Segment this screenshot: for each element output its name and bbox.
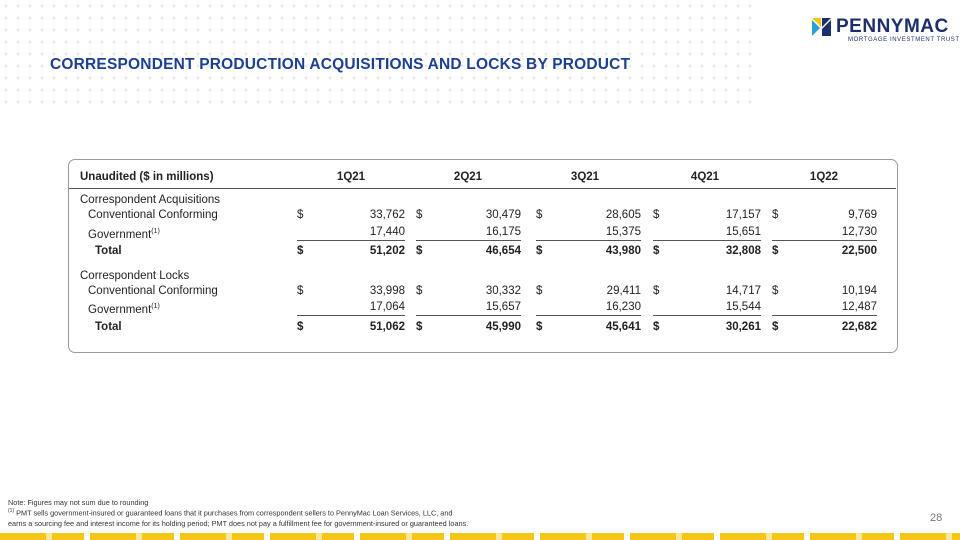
total-value: 43,980 [605, 245, 641, 257]
footer-band [0, 533, 960, 540]
slide-title: CORRESPONDENT PRODUCTION ACQUISITIONS AN… [50, 56, 631, 73]
cell-value: 33,762 [369, 209, 405, 221]
underline [536, 315, 641, 316]
currency-sign: $ [416, 245, 423, 257]
currency-sign: $ [297, 209, 304, 221]
currency-sign: $ [653, 285, 660, 297]
cell-value: 17,064 [369, 301, 405, 313]
currency-sign: $ [653, 245, 660, 257]
footnote-line: earns a sourcing fee and interest income… [8, 519, 469, 528]
note-marker: (1) [151, 303, 160, 310]
total-value: 22,500 [841, 245, 877, 257]
cell-value: 17,440 [369, 226, 405, 238]
underline [416, 240, 521, 241]
total-value: 32,808 [725, 245, 761, 257]
table-frame [68, 159, 898, 353]
currency-sign: $ [772, 245, 779, 257]
total-value: 45,641 [605, 321, 641, 333]
logo-icon [812, 18, 831, 36]
cell-value: 14,717 [725, 285, 761, 297]
cell-value: 15,544 [725, 301, 761, 313]
section-title: Correspondent Acquisitions [80, 194, 220, 206]
logo-name: PENNYMAC [836, 16, 949, 37]
currency-sign: $ [416, 285, 423, 297]
currency-sign: $ [297, 285, 304, 297]
cell-value: 30,332 [485, 285, 521, 297]
row-label: Conventional Conforming [88, 285, 218, 297]
cell-value: 10,194 [841, 285, 877, 297]
underline [536, 240, 641, 241]
cell-value: 16,230 [605, 301, 641, 313]
column-header: Unaudited ($ in millions) [80, 171, 214, 183]
footnote-line: (1) PMT sells government-insured or guar… [8, 508, 452, 517]
footnote-text: PMT sells government-insured or guarante… [16, 508, 453, 518]
currency-sign: $ [416, 209, 423, 221]
total-value: 22,682 [841, 321, 877, 333]
row-label: Government(1) [88, 303, 160, 316]
currency-sign: $ [653, 209, 660, 221]
column-header: 4Q21 [690, 171, 720, 183]
currency-sign: $ [297, 321, 304, 333]
total-label: Total [95, 245, 122, 257]
total-value: 45,990 [485, 321, 521, 333]
cell-value: 15,375 [605, 226, 641, 238]
currency-sign: $ [772, 321, 779, 333]
cell-value: 33,998 [369, 285, 405, 297]
row-label: Government(1) [88, 228, 160, 241]
cell-value: 28,605 [605, 209, 641, 221]
section-title: Correspondent Locks [80, 270, 190, 282]
currency-sign: $ [416, 321, 423, 333]
underline [297, 315, 405, 316]
underline [297, 240, 405, 241]
row-label: Conventional Conforming [88, 209, 218, 221]
column-header: 2Q21 [453, 171, 483, 183]
cell-value: 29,411 [606, 285, 641, 297]
total-label: Total [95, 321, 122, 333]
cell-value: 17,157 [725, 209, 761, 221]
underline [69, 188, 896, 189]
column-header: 1Q21 [336, 171, 366, 183]
underline [772, 240, 877, 241]
currency-sign: $ [536, 245, 543, 257]
underline [416, 315, 521, 316]
cell-value: 15,651 [725, 226, 761, 238]
column-header: 3Q21 [570, 171, 600, 183]
total-value: 51,202 [369, 245, 405, 257]
cell-value: 15,657 [485, 301, 521, 313]
currency-sign: $ [536, 209, 543, 221]
cell-value: 30,479 [485, 209, 521, 221]
column-header: 1Q22 [809, 171, 839, 183]
currency-sign: $ [536, 285, 543, 297]
logo-tagline: MORTGAGE INVESTMENT TRUST [848, 37, 960, 43]
currency-sign: $ [297, 245, 304, 257]
footnote-note: Note: Figures may not sum due to roundin… [8, 498, 149, 507]
dot-pattern [0, 0, 760, 110]
underline [653, 240, 761, 241]
cell-value: 16,175 [485, 226, 521, 238]
currency-sign: $ [772, 285, 779, 297]
underline [772, 315, 877, 316]
total-value: 46,654 [485, 245, 521, 257]
currency-sign: $ [536, 321, 543, 333]
page-number: 28 [930, 512, 943, 524]
cell-value: 9,769 [848, 209, 877, 221]
currency-sign: $ [772, 209, 779, 221]
footnote-marker: (1) [8, 508, 15, 514]
cell-value: 12,730 [841, 226, 877, 238]
cell-value: 12,487 [841, 301, 877, 313]
total-value: 30,261 [725, 321, 761, 333]
total-value: 51,062 [369, 321, 405, 333]
note-marker: (1) [151, 228, 160, 235]
underline [653, 315, 761, 316]
currency-sign: $ [653, 321, 660, 333]
